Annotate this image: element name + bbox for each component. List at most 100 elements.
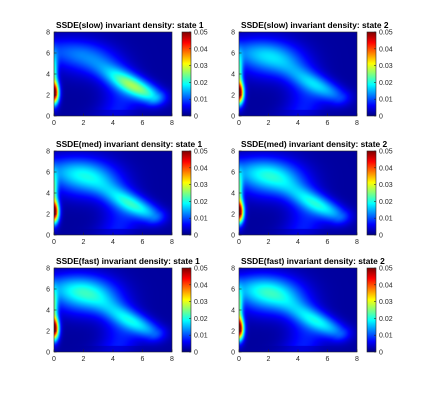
colorbar-tick-label: 0.05 <box>194 30 208 37</box>
colorbar-tick-label: 0 <box>194 114 198 121</box>
panel-title: SSDE(slow) invariant density: state 2 <box>241 20 389 30</box>
y-tick-label: 2 <box>46 329 50 336</box>
y-tick-label: 6 <box>46 51 50 58</box>
x-tick-label: 2 <box>82 120 86 127</box>
colorbar-tick-label: 0.04 <box>379 165 393 172</box>
colorbar <box>182 32 191 116</box>
colorbar-tick-label: 0.04 <box>194 165 208 172</box>
x-tick-label: 2 <box>267 239 271 246</box>
panel-title: SSDE(med) invariant density: state 1 <box>56 139 202 149</box>
colorbar-tick-label: 0.01 <box>194 216 208 223</box>
x-tick-label: 8 <box>355 356 359 363</box>
x-tick-label: 0 <box>52 120 56 127</box>
y-tick-label: 4 <box>46 308 50 315</box>
colorbar-tick-label: 0.02 <box>379 80 393 87</box>
y-tick-label: 6 <box>46 170 50 177</box>
y-tick-label: 6 <box>231 51 235 58</box>
heatmap-surface <box>54 32 172 116</box>
heatmap-surface <box>54 268 172 352</box>
colorbar-tick-label: 0 <box>379 233 383 240</box>
x-tick-label: 6 <box>326 239 330 246</box>
x-tick-label: 8 <box>170 356 174 363</box>
colorbar-tick-label: 0 <box>379 114 383 121</box>
y-tick-label: 2 <box>231 212 235 219</box>
colorbar-tick-label: 0 <box>194 350 198 357</box>
y-tick-label: 0 <box>46 350 50 357</box>
colorbar <box>182 268 191 352</box>
x-tick-label: 4 <box>111 239 115 246</box>
y-tick-label: 8 <box>231 149 235 156</box>
colorbar-tick-label: 0 <box>379 350 383 357</box>
x-tick-label: 4 <box>111 356 115 363</box>
colorbar-tick-label: 0.02 <box>194 80 208 87</box>
y-tick-label: 8 <box>46 266 50 273</box>
panel-2: SSDE(slow) invariant density: state 2 0 2 4… <box>231 20 393 127</box>
colorbar-frame <box>181 31 192 117</box>
panel-3: SSDE(med) invariant density: state 1 0 2 4 6… <box>46 139 208 246</box>
y-tick-label: 4 <box>231 72 235 79</box>
x-tick-label: 0 <box>52 356 56 363</box>
colorbar-tick-label: 0.05 <box>379 149 393 156</box>
colorbar <box>367 151 376 235</box>
y-tick-label: 4 <box>231 308 235 315</box>
x-tick-label: 0 <box>237 356 241 363</box>
colorbar-tick-label: 0.01 <box>194 333 208 340</box>
colorbar-tick-label: 0.03 <box>379 182 393 189</box>
colorbar-frame <box>366 150 377 236</box>
panel-title: SSDE(slow) invariant density: state 1 <box>56 20 204 30</box>
y-tick-label: 4 <box>46 191 50 198</box>
colorbar-frame <box>181 150 192 236</box>
panel-5: SSDE(fast) invariant density: state 1 0 2 4… <box>46 256 208 363</box>
y-tick-label: 4 <box>46 72 50 79</box>
y-tick-label: 8 <box>231 30 235 37</box>
colorbar-frame <box>366 31 377 117</box>
y-tick-label: 2 <box>46 212 50 219</box>
colorbar-tick-label: 0.03 <box>194 299 208 306</box>
y-tick-label: 2 <box>46 93 50 100</box>
colorbar-tick-label: 0.02 <box>379 199 393 206</box>
x-tick-label: 8 <box>355 239 359 246</box>
colorbar-frame <box>181 267 192 353</box>
y-tick-label: 6 <box>46 287 50 294</box>
y-tick-label: 0 <box>231 114 235 121</box>
panel-title: SSDE(med) invariant density: state 2 <box>241 139 387 149</box>
panel-title: SSDE(fast) invariant density: state 2 <box>241 256 385 266</box>
x-tick-label: 2 <box>267 120 271 127</box>
colorbar-tick-label: 0.04 <box>194 282 208 289</box>
x-tick-label: 2 <box>82 356 86 363</box>
panel-1: SSDE(slow) invariant density: state 1 0 2 4… <box>46 20 208 127</box>
colorbar-tick-label: 0.03 <box>194 63 208 70</box>
panel-6: SSDE(fast) invariant density: state 2 0 2 4… <box>231 256 393 363</box>
x-tick-label: 6 <box>326 356 330 363</box>
colorbar-tick-label: 0.05 <box>379 266 393 273</box>
x-tick-label: 6 <box>141 356 145 363</box>
y-tick-label: 8 <box>46 149 50 156</box>
x-tick-label: 4 <box>296 120 300 127</box>
colorbar-tick-label: 0.01 <box>194 97 208 104</box>
heatmap-surface <box>54 151 172 235</box>
y-tick-label: 8 <box>46 30 50 37</box>
colorbar-tick-label: 0.02 <box>194 199 208 206</box>
colorbar-tick-label: 0 <box>194 233 198 240</box>
x-tick-label: 8 <box>355 120 359 127</box>
x-tick-label: 0 <box>237 239 241 246</box>
colorbar-tick-label: 0.02 <box>194 316 208 323</box>
heatmap-surface <box>239 32 357 116</box>
y-tick-label: 4 <box>231 191 235 198</box>
x-tick-label: 4 <box>296 239 300 246</box>
x-tick-label: 2 <box>82 239 86 246</box>
y-tick-label: 0 <box>46 114 50 121</box>
colorbar-tick-label: 0.01 <box>379 97 393 104</box>
x-tick-label: 6 <box>326 120 330 127</box>
y-tick-label: 8 <box>231 266 235 273</box>
colorbar-tick-label: 0.03 <box>379 63 393 70</box>
y-tick-label: 6 <box>231 170 235 177</box>
colorbar-frame <box>366 267 377 353</box>
x-tick-label: 8 <box>170 120 174 127</box>
colorbar-tick-label: 0.03 <box>194 182 208 189</box>
x-tick-label: 0 <box>52 239 56 246</box>
x-tick-label: 6 <box>141 120 145 127</box>
x-tick-label: 4 <box>111 120 115 127</box>
